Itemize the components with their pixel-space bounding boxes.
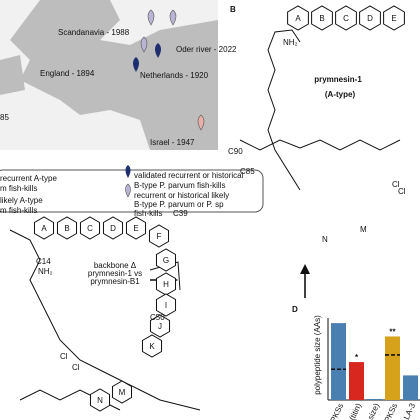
ring [89, 388, 111, 412]
ring [359, 5, 381, 31]
ring [287, 5, 309, 31]
atom-label: C85 [240, 167, 255, 176]
ring-label: B [319, 14, 324, 23]
atom-label: Cl [60, 352, 68, 361]
ring [111, 380, 133, 404]
legend-text: m fish-kills [0, 184, 37, 193]
atom-label: Cl [392, 180, 400, 189]
ring-label: E [133, 224, 138, 233]
legend-pin [125, 165, 131, 178]
ring-label: B [64, 224, 69, 233]
atom-label: C50 [150, 313, 165, 322]
map-edge-label: 85 [0, 113, 9, 122]
ring-label: E [391, 14, 396, 23]
map-label: Scandanavia - 1988 [58, 28, 130, 37]
ring-label: D [110, 224, 116, 233]
y-axis-label: polypeptide size (AAs) [313, 315, 322, 395]
ring [383, 5, 405, 31]
panel-letter: D [292, 305, 298, 314]
x-tick-label: PKSs [383, 402, 400, 420]
map-label: Oder river - 2022 [176, 45, 237, 54]
ring [33, 216, 55, 240]
legend-pin [125, 183, 131, 198]
ring [155, 293, 177, 317]
bar [403, 375, 418, 400]
bar [367, 398, 382, 400]
ring-label: K [149, 342, 155, 351]
ring [102, 216, 124, 240]
significance: ** [389, 328, 396, 337]
map-label: Netherlands - 1920 [140, 71, 209, 80]
ring-label: N [97, 396, 103, 405]
ring-label: F [157, 232, 162, 241]
atom-label: C14 [36, 257, 51, 266]
annotation: backbone Δ [94, 261, 137, 270]
ring-label: G [163, 256, 169, 265]
bar [331, 323, 346, 400]
ring-label: C [343, 14, 349, 23]
atom-label: N [322, 235, 328, 244]
bar [385, 336, 400, 400]
ring [335, 5, 357, 31]
x-tick-label: PKSs [329, 402, 346, 420]
ring [79, 216, 101, 240]
bar [349, 362, 364, 400]
map-label: Israel - 1947 [150, 138, 195, 147]
legend-text: m fish-kills [0, 206, 37, 215]
legend-text: fish-kills [134, 209, 162, 218]
legend-text: validated recurrent or historical [134, 171, 244, 180]
compound-type: (A-type) [325, 90, 356, 99]
x-tick-label: ILLA-3 [399, 401, 417, 420]
map-label: England - 1894 [40, 69, 95, 78]
atom-label: M [360, 225, 367, 234]
panel-letter: B [230, 5, 236, 14]
ring-label: A [295, 14, 301, 23]
legend-text: likely A-type [0, 196, 43, 205]
atom-label: NH₂ [283, 38, 298, 47]
significance: * [355, 353, 359, 362]
atom-label: C39 [173, 209, 188, 218]
ring [125, 216, 147, 240]
ring-label: A [41, 224, 47, 233]
ring-label: J [158, 322, 162, 331]
x-tick-label: n size) [363, 402, 381, 420]
ring [155, 248, 177, 272]
atom-label: NH₂ [38, 267, 53, 276]
ring-label: D [367, 14, 373, 23]
legend-text: B-type P. parvum or P. sp [134, 200, 224, 209]
legend-text: B-type P. parvum fish-kills [134, 181, 225, 190]
annotation: prymnesin-1 vs [88, 269, 142, 278]
ring-label: C [87, 224, 93, 233]
ring-label: M [119, 388, 126, 397]
ring [149, 314, 171, 338]
ring [311, 5, 333, 31]
ring-label: H [163, 280, 169, 289]
legend-text: recurrent or historical likely [134, 191, 229, 200]
x-tick-label: ns (titin) [343, 402, 363, 420]
atom-label: C90 [228, 147, 243, 156]
legend-text: recurrent A-type [0, 174, 57, 183]
map-pins [133, 9, 205, 131]
ring [141, 334, 163, 358]
atom-label: Cl [398, 187, 406, 196]
map-land [0, 55, 25, 95]
compound-name: prymnesin-1 [314, 75, 362, 84]
ring [56, 216, 78, 240]
arrow-head [300, 264, 310, 274]
atom-label: Cl [72, 363, 80, 372]
annotation: prymnesin-B1 [90, 277, 140, 286]
ring [148, 224, 170, 248]
ring-label: I [165, 301, 167, 310]
map-land [10, 0, 218, 150]
